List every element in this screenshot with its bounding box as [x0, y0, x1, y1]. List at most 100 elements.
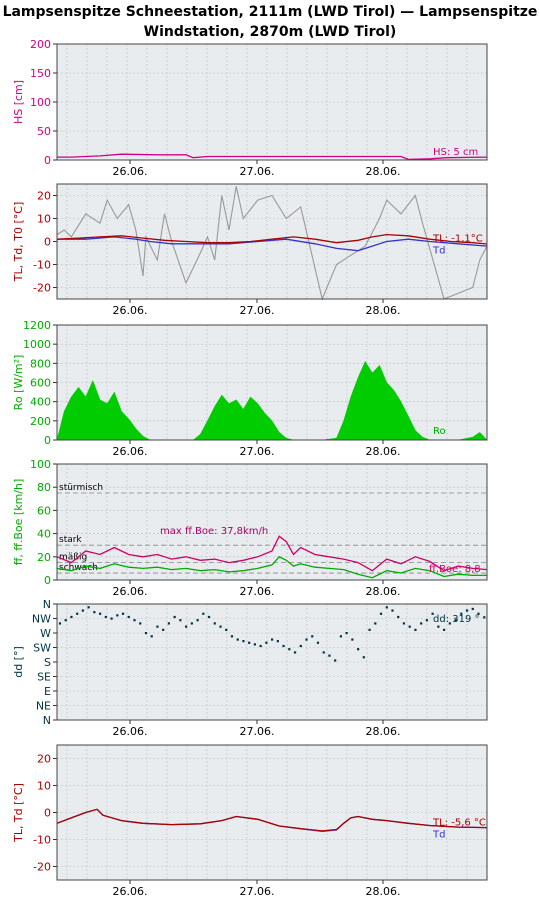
- y-tick-label: 600: [30, 377, 51, 390]
- series-point-dd: [402, 622, 406, 625]
- x-tick-label: 27.06.: [240, 304, 275, 317]
- series-area-Ro: [56, 360, 488, 441]
- annotation-label: dd: 319 °: [433, 614, 480, 625]
- x-tick-label: 28.06.: [366, 585, 401, 598]
- plot-frame-hs: [56, 43, 488, 161]
- series-point-dd: [408, 625, 411, 628]
- chart-title-line-2: Windstation, 2870m (LWD Tirol): [143, 24, 397, 40]
- series-point-dd: [425, 619, 428, 622]
- y-tick-label: 200: [30, 415, 51, 428]
- y-tick-label: 0: [44, 154, 51, 167]
- series-point-dd: [311, 635, 314, 638]
- series-point-dd: [391, 609, 394, 612]
- plot-frame-temp_snow: [56, 183, 488, 300]
- y-tick-label: 10: [37, 213, 51, 226]
- series-point-dd: [293, 651, 297, 654]
- series-point-dd: [213, 622, 216, 625]
- chart-title: Lampsenspitze Schneestation, 2111m (LWD …: [0, 2, 540, 42]
- plot-frame-wind_direction: [56, 603, 488, 721]
- y-tick-label: NE: [36, 700, 51, 713]
- series-point-dd: [190, 622, 193, 625]
- series-point-dd: [374, 622, 377, 625]
- x-tick-label: 28.06.: [366, 165, 401, 178]
- series-point-dd: [316, 641, 320, 644]
- y-tick-label: SW: [33, 642, 51, 655]
- series-point-dd: [253, 643, 256, 646]
- series-point-dd: [443, 628, 446, 631]
- x-tick-label: 27.06.: [240, 165, 275, 178]
- y-tick-label: W: [40, 627, 51, 640]
- series-point-dd: [282, 644, 285, 648]
- y-tick-label: SE: [37, 671, 51, 684]
- x-tick-label: 26.06.: [113, 725, 148, 738]
- y-tick-label: N: [43, 714, 51, 727]
- series-point-dd: [162, 628, 165, 631]
- x-tick-label: 26.06.: [113, 885, 148, 898]
- series-point-dd: [483, 616, 486, 619]
- plot-background-wind_speed: [57, 464, 487, 580]
- y-axis-label-wind_direction: dd [°]: [12, 646, 25, 678]
- series-point-dd: [351, 638, 354, 641]
- x-tick-label: 26.06.: [113, 304, 148, 317]
- series-point-dd: [328, 654, 331, 657]
- series-line-HS: [57, 153, 488, 161]
- plot-frame-radiation: [56, 324, 488, 441]
- plot-frame-wind_speed: [56, 463, 488, 581]
- series-point-dd: [299, 644, 302, 648]
- series-point-dd: [219, 625, 222, 628]
- series-point-dd: [265, 641, 268, 644]
- y-tick-label: 10: [37, 780, 51, 793]
- series-point-dd: [276, 640, 279, 643]
- series-point-dd: [99, 612, 102, 615]
- y-tick-label: 0: [44, 807, 51, 820]
- series-point-dd: [460, 612, 463, 615]
- series-point-dd: [242, 640, 245, 643]
- series-line-TL: [56, 233, 488, 245]
- series-point-dd: [225, 628, 228, 631]
- annotation-label: TL: -5,6 °C: [432, 818, 486, 829]
- reference-line-label: mäßig: [59, 553, 87, 563]
- plot-background-wind_direction: [57, 604, 487, 720]
- y-axis-label-temp_wind: TL, Td [°C]: [12, 783, 25, 843]
- x-tick-label: 28.06.: [366, 725, 401, 738]
- annotation-label: TL: -1,1°C: [432, 234, 483, 245]
- series-point-dd: [414, 628, 417, 631]
- y-tick-label: N: [43, 598, 51, 611]
- y-tick-label: 80: [37, 481, 51, 494]
- series-point-dd: [288, 648, 291, 651]
- series-point-dd: [471, 607, 474, 611]
- series-line-Td: [57, 236, 488, 252]
- series-point-dd: [127, 615, 130, 619]
- series-point-dd: [477, 612, 480, 615]
- series-point-dd: [357, 648, 360, 651]
- plot-background-temp_snow: [57, 184, 487, 299]
- x-tick-label: 28.06.: [366, 304, 401, 317]
- series-point-dd: [385, 606, 388, 609]
- series-point-dd: [334, 659, 337, 662]
- y-tick-label: 60: [37, 504, 51, 517]
- series-point-dd: [139, 622, 142, 625]
- series-point-dd: [397, 615, 400, 619]
- annotation-label: ff.Boe: 8,8: [429, 564, 481, 575]
- series-line-ff.Boe: [56, 535, 488, 572]
- series-line-TL: [56, 808, 488, 832]
- series-point-dd: [420, 622, 423, 625]
- y-tick-label: 100: [30, 96, 51, 109]
- y-tick-label: 40: [37, 528, 51, 541]
- annotation-label: max ff.Boe: 37,8km/h: [160, 526, 268, 537]
- series-point-dd: [76, 612, 79, 615]
- series-point-dd: [110, 617, 113, 620]
- plot-background-hs: [57, 44, 487, 160]
- y-tick-label: 20: [37, 190, 51, 203]
- x-tick-label: 27.06.: [240, 445, 275, 458]
- series-point-dd: [236, 638, 239, 641]
- annotation-label: HS: 5 cm: [433, 147, 478, 158]
- y-tick-label: S: [44, 656, 51, 669]
- series-point-dd: [322, 651, 325, 654]
- y-tick-label: 400: [30, 396, 51, 409]
- y-tick-label: 1200: [23, 319, 51, 332]
- x-tick-label: 27.06.: [240, 885, 275, 898]
- x-tick-label: 28.06.: [366, 445, 401, 458]
